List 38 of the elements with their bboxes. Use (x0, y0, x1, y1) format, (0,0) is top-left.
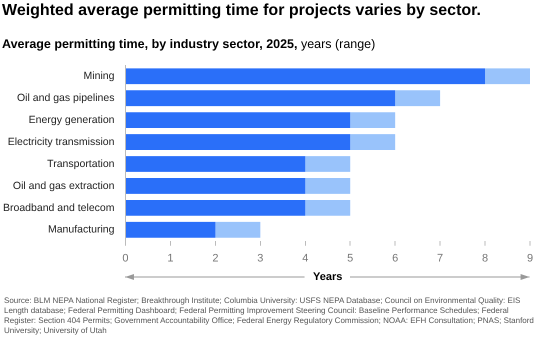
y-tick-label: Transportation (47, 158, 115, 170)
y-tick-label: Broadband and telecom (2, 202, 115, 214)
bar (126, 200, 306, 216)
x-tick-label: 9 (526, 252, 534, 264)
y-tick-label: Mining (84, 70, 115, 82)
x-tick-label: 1 (167, 252, 174, 264)
bar (126, 112, 350, 128)
chart-subtitle: Average permitting time, by industry sector, 2025, years (range) (2, 37, 376, 51)
x-tick-label: 0 (122, 252, 129, 264)
bar (485, 68, 530, 84)
bar (126, 178, 306, 194)
bar (350, 134, 396, 150)
y-tick-label: Energy generation (28, 114, 115, 126)
bar (350, 112, 396, 128)
bar (305, 200, 350, 216)
source-note: Source: BLM NEPA National Register; Breakthrough Institute; Columbia University: USFS NEPA Database; Council on Environmental Quality: EIS Length database; Federal Permitting Dashboard; Federal Permitting Improvement Steering Council: Baseline Performance Schedules; Federal Register: Section 404 Permits; Government Accountability Office; Federal Energy Regulatory Commission; NOAA: EFH Consultation; PNAS; Stanford University; University of Utah (4, 296, 534, 336)
x-tick-label: 2 (212, 252, 218, 264)
x-tick-label: 3 (257, 252, 264, 264)
bar (126, 134, 350, 150)
x-tick-label: 7 (437, 252, 444, 264)
bar (395, 90, 440, 106)
bar (126, 68, 486, 84)
bar (126, 156, 306, 172)
x-tick-label: 5 (347, 252, 354, 264)
y-tick-label: Manufacturing (48, 224, 115, 236)
x-tick-label: 8 (482, 252, 488, 264)
x-axis-title: Years (312, 271, 344, 283)
y-tick-label: Oil and gas pipelines (17, 92, 114, 104)
bar (215, 222, 260, 238)
chart-title: Weighted average permitting time for projects varies by sector. (2, 2, 481, 20)
x-tick-label: 6 (392, 252, 398, 264)
y-tick-label: Oil and gas extraction (12, 180, 115, 192)
bar (126, 222, 216, 238)
bar (305, 178, 350, 194)
bar (305, 156, 350, 172)
x-tick-label: 4 (302, 252, 308, 264)
y-tick-label: Electricity transmission (8, 136, 115, 148)
bar (126, 90, 396, 106)
